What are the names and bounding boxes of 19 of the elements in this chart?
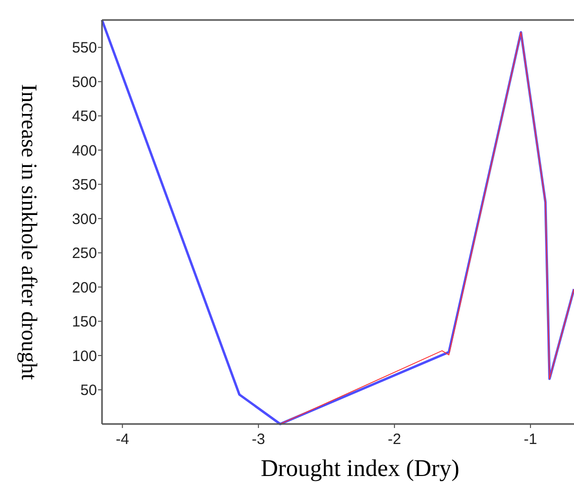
y-tick-label: 400: [72, 142, 97, 160]
y-tick-label: 500: [72, 74, 97, 91]
x-tick-label: -4: [116, 431, 130, 448]
y-tick-label: 350: [72, 176, 97, 194]
x-tick-label: -3: [252, 431, 266, 448]
y-tick-label: 450: [72, 108, 97, 126]
y-tick-label: 100: [72, 348, 97, 365]
y-tick-label: 300: [72, 210, 97, 228]
y-tick-label: 250: [72, 245, 97, 262]
y-axis-title: Increase in sinkhole after drought: [17, 84, 42, 380]
line-series: [280, 32, 574, 424]
line-series: [100, 18, 574, 426]
x-tick-label: -1: [524, 431, 538, 448]
y-tick-label: 200: [72, 279, 97, 296]
y-tick-label: 550: [72, 40, 97, 57]
x-tick-label: -2: [388, 431, 402, 448]
y-tick-label: 50: [80, 382, 97, 400]
x-axis-title: Drought index (Dry): [260, 456, 460, 482]
y-tick-label: 150: [72, 314, 97, 331]
